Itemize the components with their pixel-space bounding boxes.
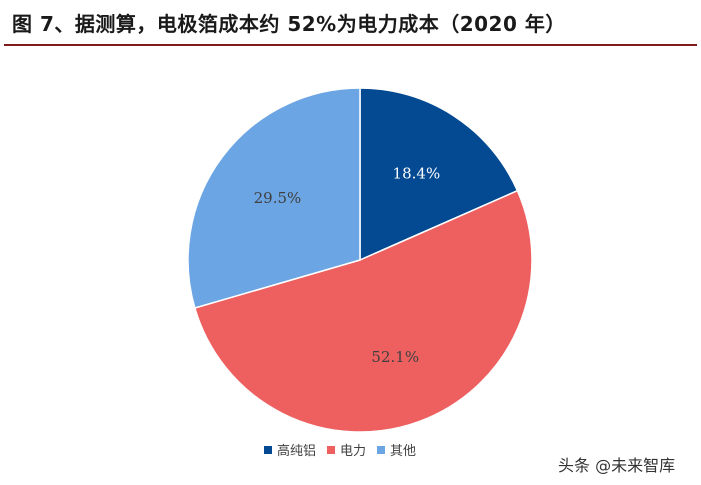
legend-swatch [377, 445, 386, 454]
slice-data-label: 29.5% [254, 189, 302, 207]
pie-slice-1 [193, 189, 533, 433]
legend-label: 高纯铝 [277, 444, 317, 459]
chart-title: 图 7、据测算，电极箔成本约 52%为电力成本（2020 年） [12, 12, 566, 36]
chart-legend: 高纯铝 电力 其他 [264, 440, 427, 459]
pie-slice-2 [187, 87, 361, 309]
slice-data-label: 52.1% [371, 348, 419, 366]
slice-data-label: 18.4% [393, 165, 441, 183]
legend-swatch [264, 445, 272, 454]
legend-item-high-purity-aluminum: 高纯铝 [264, 440, 316, 459]
pie-slice-0 [359, 87, 519, 262]
legend-item-other: 其他 [377, 440, 416, 459]
legend-label: 其他 [390, 444, 417, 459]
legend-swatch [327, 445, 336, 454]
watermark: 头条 @未来智库 [558, 456, 676, 475]
title-divider [4, 44, 697, 46]
legend-label: 电力 [340, 444, 367, 459]
legend-item-electricity: 电力 [327, 440, 366, 459]
